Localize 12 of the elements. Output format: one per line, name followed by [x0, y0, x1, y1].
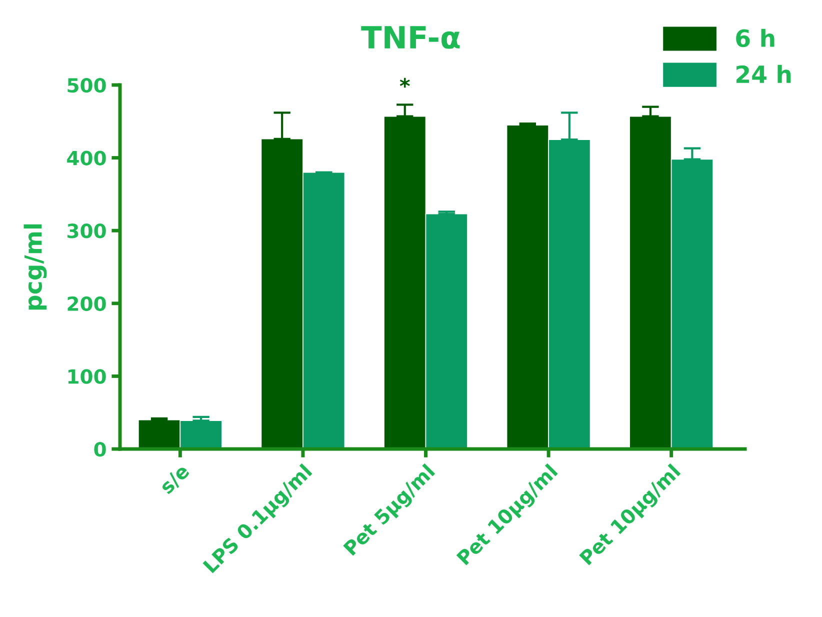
y-tick-label: 0 — [94, 442, 106, 457]
legend-label: 6 h — [736, 28, 774, 48]
y-tick-label: 200 — [68, 296, 106, 312]
y-tick-label: 400 — [67, 150, 106, 166]
legend-label: 24 h — [736, 64, 791, 83]
chart-title: TNF-α — [361, 26, 460, 49]
y-tick-label: 100 — [68, 369, 106, 384]
x-tick-label: s/e — [158, 463, 192, 496]
y-axis-title: pcg/ml — [24, 224, 47, 310]
y-tick-label: 300 — [68, 224, 106, 238]
annotation: * — [400, 78, 410, 88]
y-tick-label: 500 — [68, 78, 106, 93]
